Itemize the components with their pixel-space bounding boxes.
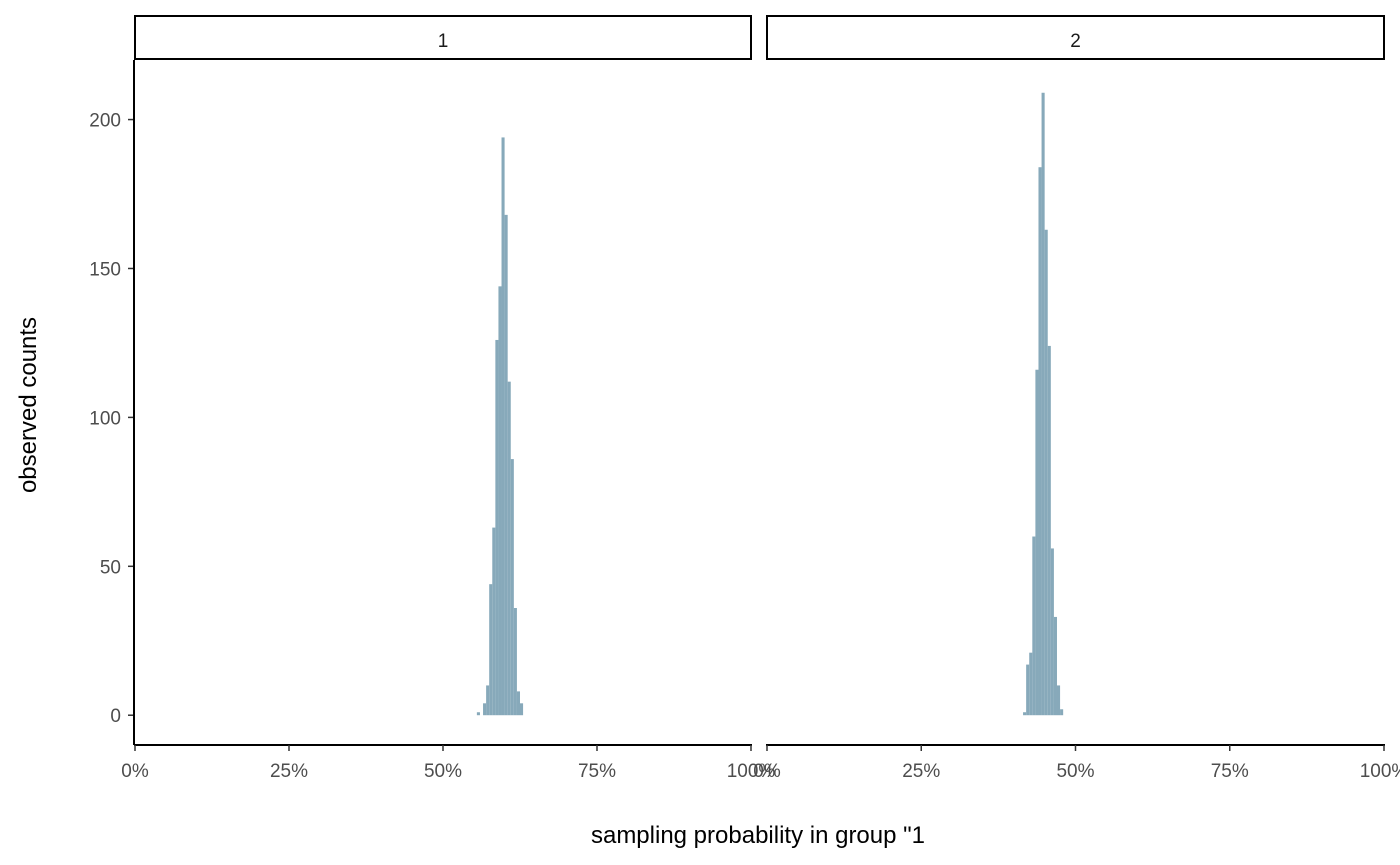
x-tick-label: 100%: [727, 761, 776, 782]
histogram-bar: [510, 459, 514, 716]
x-tick-label: 100%: [1360, 761, 1400, 782]
histogram-bar: [1029, 652, 1033, 716]
histogram-bar: [1047, 345, 1051, 716]
histogram-bar: [1023, 712, 1027, 716]
histogram-bar: [520, 703, 524, 716]
x-tick-label: 50%: [1056, 761, 1094, 782]
x-axis-title: sampling probability in group "1: [591, 822, 925, 849]
histogram-bar: [504, 214, 508, 716]
y-tick-label: 150: [89, 259, 121, 280]
y-tick-label: 200: [89, 111, 121, 132]
histogram-bar: [498, 286, 502, 716]
facet-strip: [766, 15, 1385, 60]
histogram-bar: [1056, 685, 1061, 716]
histogram-bar: [486, 685, 490, 716]
histogram-bar: [495, 339, 499, 716]
facet-strip-label: 2: [1070, 31, 1081, 52]
histogram-bar: [1050, 548, 1054, 716]
x-tick-label: 0%: [753, 761, 781, 782]
histogram-bar: [1026, 664, 1030, 716]
x-tick-label: 75%: [578, 761, 616, 782]
y-tick-label: 0: [110, 706, 121, 727]
y-tick-label: 100: [89, 408, 121, 429]
histogram-bar: [516, 691, 520, 716]
histogram-bar: [476, 712, 480, 716]
histogram-bar: [1032, 536, 1036, 716]
x-tick-label: 50%: [424, 761, 462, 782]
histogram-bar: [483, 703, 487, 716]
x-tick-label: 25%: [270, 761, 308, 782]
histogram-bar: [1060, 709, 1064, 716]
histogram-bar: [1038, 167, 1042, 716]
histogram-bar: [501, 137, 505, 716]
facet-strip-label: 1: [438, 31, 449, 52]
histogram-bar: [507, 381, 511, 716]
histogram-bar: [1044, 229, 1048, 716]
histogram-bar: [492, 527, 496, 716]
histogram-bar: [1041, 92, 1045, 716]
histogram-bar: [513, 608, 517, 716]
x-tick-label: 75%: [1211, 761, 1249, 782]
histogram-bar: [1035, 369, 1039, 716]
histogram-bar: [489, 584, 493, 716]
x-tick-label: 25%: [902, 761, 940, 782]
x-tick-label: 0%: [121, 761, 149, 782]
histogram-bar: [1053, 616, 1057, 716]
y-axis-title: observed counts: [15, 317, 42, 493]
y-tick-label: 50: [100, 557, 121, 578]
facet-strip: [134, 15, 752, 60]
